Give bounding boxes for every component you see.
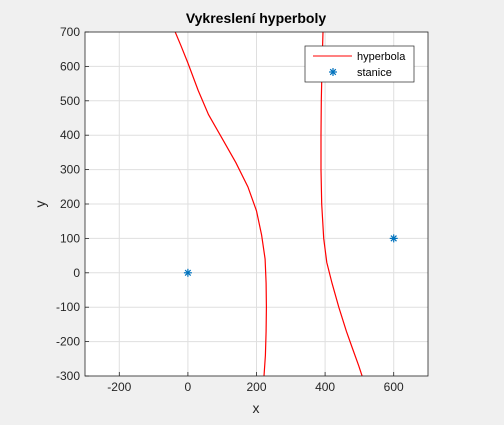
hyperbola-branch: [320, 32, 363, 376]
y-tick-label: 600: [60, 59, 80, 73]
hyperbola-branch: [174, 32, 268, 376]
grid: [85, 31, 428, 377]
x-tick-label: 0: [185, 380, 192, 394]
x-tick-label: 200: [246, 380, 266, 394]
y-tick-label: 100: [60, 231, 80, 245]
x-tick-label: 400: [315, 380, 335, 394]
y-tick-label: 400: [60, 128, 80, 142]
asterisk-icon: [329, 68, 337, 76]
stanice-marker: [389, 234, 398, 243]
x-tick-label: -200: [107, 380, 131, 394]
y-tick-label: 700: [60, 25, 80, 39]
axis-ticks: [85, 31, 395, 377]
legend[interactable]: hyperbola stanice: [304, 45, 415, 83]
y-tick-label: -100: [56, 300, 80, 314]
stanice-series: [183, 234, 398, 277]
y-tick-label: -300: [56, 369, 80, 383]
y-axis-label: y: [32, 201, 48, 208]
asterisk-stroke: [390, 235, 397, 242]
chart-title: Vykreslení hyperboly: [186, 10, 327, 26]
legend-marker-swatch: [329, 68, 337, 76]
y-tick-label: 300: [60, 163, 80, 177]
x-axis-label: x: [253, 400, 260, 416]
legend-hyperbola-label: hyperbola: [357, 51, 406, 63]
tick-labels: -200 0 200 400 600 -300 -200 -100 0 100 200 300 400 5…: [56, 25, 404, 394]
y-tick-label: 0: [73, 266, 80, 280]
legend-stanice-label: stanice: [357, 67, 392, 79]
hyperbola-series: [174, 32, 363, 376]
y-tick-label: 200: [60, 197, 80, 211]
stanice-marker: [183, 268, 192, 277]
y-tick-label: -200: [56, 335, 80, 349]
legend-box: [304, 45, 415, 83]
asterisk-stroke: [329, 68, 337, 76]
y-tick-label: 500: [60, 94, 80, 108]
asterisk-stroke: [184, 269, 192, 277]
x-tick-label: 600: [384, 380, 404, 394]
